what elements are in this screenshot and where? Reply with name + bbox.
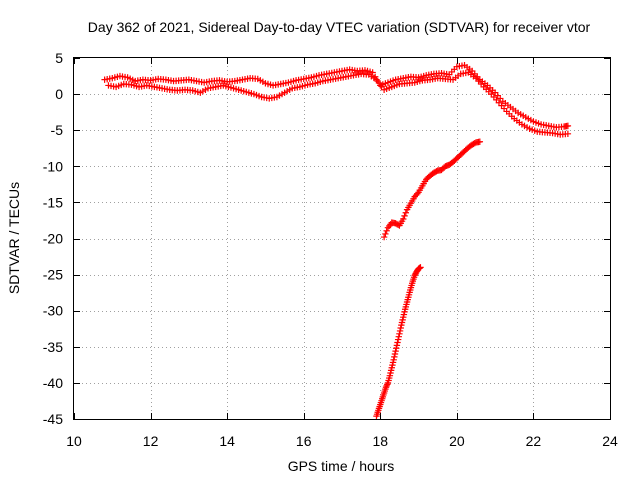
y-tick-label: -5 (51, 122, 64, 138)
y-axis-label: SDTVAR / TECUs (6, 182, 22, 294)
data-point (373, 76, 380, 83)
data-point (400, 215, 407, 223)
data-point (476, 138, 484, 145)
data-point (369, 69, 376, 76)
x-tick-label: 20 (449, 433, 465, 449)
data-point (382, 384, 390, 391)
data-point (383, 382, 390, 389)
x-tick-label: 14 (219, 433, 235, 449)
series-lower-branch (373, 264, 424, 420)
series-main-band-upper (101, 62, 572, 131)
data-point (375, 79, 383, 87)
y-tick-label: 0 (55, 86, 63, 102)
data-point (383, 227, 390, 234)
y-tick-label: 5 (55, 50, 63, 66)
x-tick-label: 12 (143, 433, 159, 449)
data-point (378, 83, 385, 90)
x-tick-label: 22 (526, 433, 542, 449)
x-axis-label: GPS time / hours (288, 458, 395, 474)
series-middle-branch (380, 138, 484, 241)
y-tick-label: -20 (43, 231, 63, 247)
data-point (395, 333, 402, 340)
x-tick-label: 10 (66, 433, 82, 449)
plot-area (101, 62, 572, 420)
data-point (402, 209, 410, 216)
y-tick-label: -40 (43, 375, 63, 391)
y-axis: 5 0 -5 -10 -15 -20 -25 -30 -35 -40 -45 (43, 50, 610, 427)
data-point (391, 350, 399, 358)
data-point (393, 345, 400, 352)
y-tick-label: -35 (43, 339, 63, 355)
data-point (390, 356, 397, 363)
data-point (394, 336, 402, 343)
data-point (391, 353, 398, 361)
x-axis: 10 12 14 16 18 20 22 24 (66, 58, 618, 449)
data-point (393, 342, 401, 349)
y-tick-label: -45 (43, 411, 63, 427)
data-point (396, 330, 403, 338)
data-point (394, 339, 401, 346)
data-point (417, 264, 424, 271)
grid (74, 58, 610, 419)
y-tick-label: -10 (43, 158, 63, 174)
data-point (380, 233, 388, 241)
series-main-band-lower (105, 69, 572, 138)
data-point (392, 347, 399, 355)
data-point (396, 327, 404, 335)
data-point (384, 381, 391, 388)
data-point (397, 324, 404, 332)
data-point (414, 190, 421, 197)
data-point (382, 230, 389, 238)
y-tick-label: -30 (43, 303, 63, 319)
data-point (564, 122, 572, 130)
data-point (401, 212, 408, 220)
y-tick-label: -15 (43, 194, 63, 210)
plot-frame (73, 57, 611, 420)
x-tick-label: 16 (296, 433, 312, 449)
x-tick-label: 18 (372, 433, 388, 449)
chart-title: Day 362 of 2021, Sidereal Day-to-day VTE… (88, 19, 591, 35)
x-tick-label: 24 (602, 433, 618, 449)
data-point (564, 130, 572, 138)
y-tick-label: -25 (43, 267, 63, 283)
